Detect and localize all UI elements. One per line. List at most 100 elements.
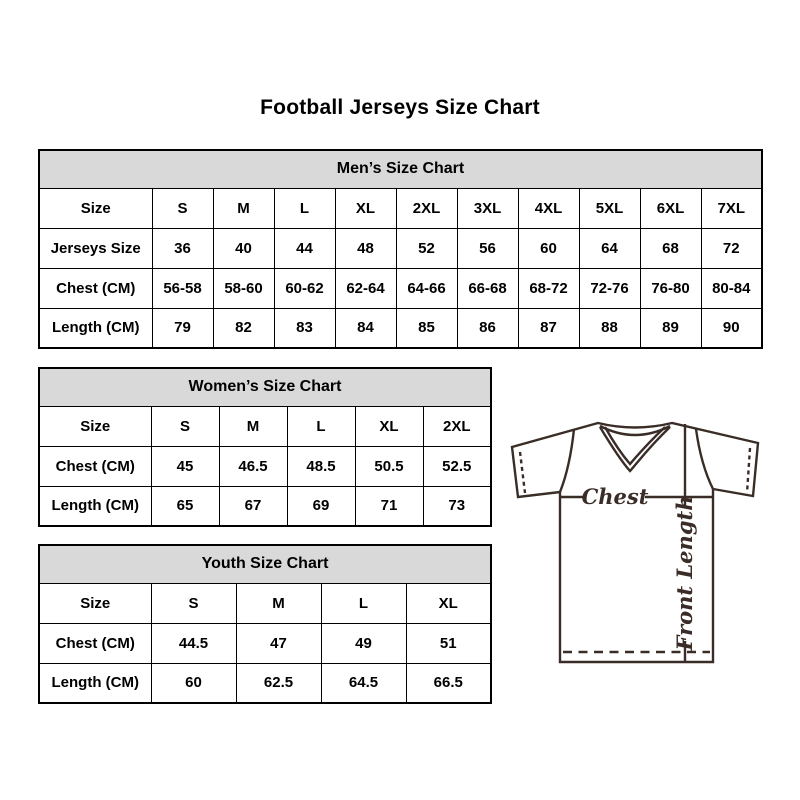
mens-cell: 36: [151, 227, 214, 269]
mens-row-3: Length (CM) 79 82 83 84 85 86 87 88 89 90: [38, 307, 763, 349]
womens-cell: 45: [150, 445, 220, 487]
mens-cell: 40: [212, 227, 275, 269]
page-title: Football Jerseys Size Chart: [260, 96, 540, 119]
mens-cell: S: [151, 187, 214, 229]
mens-cell: 80-84: [700, 267, 763, 309]
mens-cell: 2XL: [395, 187, 458, 229]
mens-cell: XL: [334, 187, 397, 229]
left-cuff-stitch-line: [518, 451, 527, 494]
jersey-outline: [510, 421, 760, 664]
mens-cell: 90: [700, 307, 763, 349]
womens-size-table: Women’s Size Chart Size S M L XL 2XL Chest (CM)…: [38, 367, 492, 527]
mens-row-2: Chest (CM) 56-58 58-60 60-62 62-64 64-66 66-68…: [38, 267, 763, 309]
jersey-measurement-diagram: Chest Front Length: [500, 405, 780, 675]
mens-cell: 60-62: [273, 267, 336, 309]
mens-cell: 64: [578, 227, 641, 269]
mens-cell: L: [273, 187, 336, 229]
youth-cell: 62.5: [235, 662, 322, 704]
mens-cell: 72-76: [578, 267, 641, 309]
womens-row-1: Chest (CM) 45 46.5 48.5 50.5 52.5: [38, 445, 492, 487]
mens-cell: 52: [395, 227, 458, 269]
youth-cell: 64.5: [320, 662, 407, 704]
youth-cell: XL: [405, 582, 492, 624]
womens-row-label: Chest (CM): [38, 445, 152, 487]
chest-measure-label: Chest: [582, 484, 649, 509]
youth-row-label: Length (CM): [38, 662, 152, 704]
mens-cell: 60: [517, 227, 580, 269]
mens-cell: 76-80: [639, 267, 702, 309]
mens-row-label: Size: [38, 187, 153, 229]
mens-row-label: Chest (CM): [38, 267, 153, 309]
mens-cell: 4XL: [517, 187, 580, 229]
mens-size-table: Men’s Size Chart Size S M L XL 2XL 3XL 4XL 5XL 6XL…: [38, 149, 763, 349]
mens-cell: 86: [456, 307, 519, 349]
youth-cell: M: [235, 582, 322, 624]
youth-row-1: Chest (CM) 44.5 47 49 51: [38, 622, 492, 664]
mens-cell: 56-58: [151, 267, 214, 309]
mens-cell: 88: [578, 307, 641, 349]
mens-cell: 3XL: [456, 187, 519, 229]
youth-cell: S: [150, 582, 237, 624]
youth-row-0: Size S M L XL: [38, 582, 492, 624]
mens-cell: 48: [334, 227, 397, 269]
youth-cell: 49: [320, 622, 407, 664]
womens-table-title: Women’s Size Chart: [38, 367, 492, 407]
mens-cell: 87: [517, 307, 580, 349]
left-sleeve-seam: [558, 428, 576, 493]
mens-cell: 5XL: [578, 187, 641, 229]
mens-cell: 89: [639, 307, 702, 349]
youth-row-label: Chest (CM): [38, 622, 152, 664]
mens-cell: 72: [700, 227, 763, 269]
mens-cell: M: [212, 187, 275, 229]
youth-cell: 60: [150, 662, 237, 704]
womens-cell: L: [286, 405, 356, 447]
mens-cell: 68: [639, 227, 702, 269]
mens-cell: 58-60: [212, 267, 275, 309]
youth-cell: 47: [235, 622, 322, 664]
womens-cell: 52.5: [422, 445, 492, 487]
mens-cell: 64-66: [395, 267, 458, 309]
collar-outer-v: [598, 426, 671, 473]
mens-cell: 56: [456, 227, 519, 269]
youth-size-table: Youth Size Chart Size S M L XL Chest (CM) 44.5 4…: [38, 544, 492, 704]
womens-cell: 73: [422, 485, 492, 527]
youth-cell: 51: [405, 622, 492, 664]
youth-cell: 66.5: [405, 662, 492, 704]
womens-cell: 71: [354, 485, 424, 527]
mens-cell: 83: [273, 307, 336, 349]
mens-cell: 6XL: [639, 187, 702, 229]
mens-cell: 66-68: [456, 267, 519, 309]
jersey-diagram-svg: Chest Front Length: [510, 421, 760, 664]
womens-cell: S: [150, 405, 220, 447]
mens-row-label: Length (CM): [38, 307, 153, 349]
womens-cell: M: [218, 405, 288, 447]
womens-cell: 2XL: [422, 405, 492, 447]
womens-cell: 50.5: [354, 445, 424, 487]
womens-cell: 67: [218, 485, 288, 527]
mens-row-label: Jerseys Size: [38, 227, 153, 269]
womens-cell: 46.5: [218, 445, 288, 487]
mens-row-0: Size S M L XL 2XL 3XL 4XL 5XL 6XL 7XL: [38, 187, 763, 229]
right-cuff-stitch-line: [745, 447, 752, 494]
youth-cell: L: [320, 582, 407, 624]
womens-cell: 65: [150, 485, 220, 527]
mens-table-title: Men’s Size Chart: [38, 149, 763, 189]
womens-row-label: Size: [38, 405, 152, 447]
mens-cell: 7XL: [700, 187, 763, 229]
mens-cell: 82: [212, 307, 275, 349]
right-sleeve-seam: [694, 428, 715, 490]
womens-row-2: Length (CM) 65 67 69 71 73: [38, 485, 492, 527]
youth-table-title: Youth Size Chart: [38, 544, 492, 584]
mens-cell: 79: [151, 307, 214, 349]
womens-cell: 48.5: [286, 445, 356, 487]
collar-inner-v: [603, 426, 666, 466]
youth-row-2: Length (CM) 60 62.5 64.5 66.5: [38, 662, 492, 704]
mens-cell: 44: [273, 227, 336, 269]
womens-cell: XL: [354, 405, 424, 447]
mens-cell: 85: [395, 307, 458, 349]
mens-cell: 62-64: [334, 267, 397, 309]
mens-cell: 68-72: [517, 267, 580, 309]
womens-row-label: Length (CM): [38, 485, 152, 527]
womens-row-0: Size S M L XL 2XL: [38, 405, 492, 447]
mens-cell: 84: [334, 307, 397, 349]
